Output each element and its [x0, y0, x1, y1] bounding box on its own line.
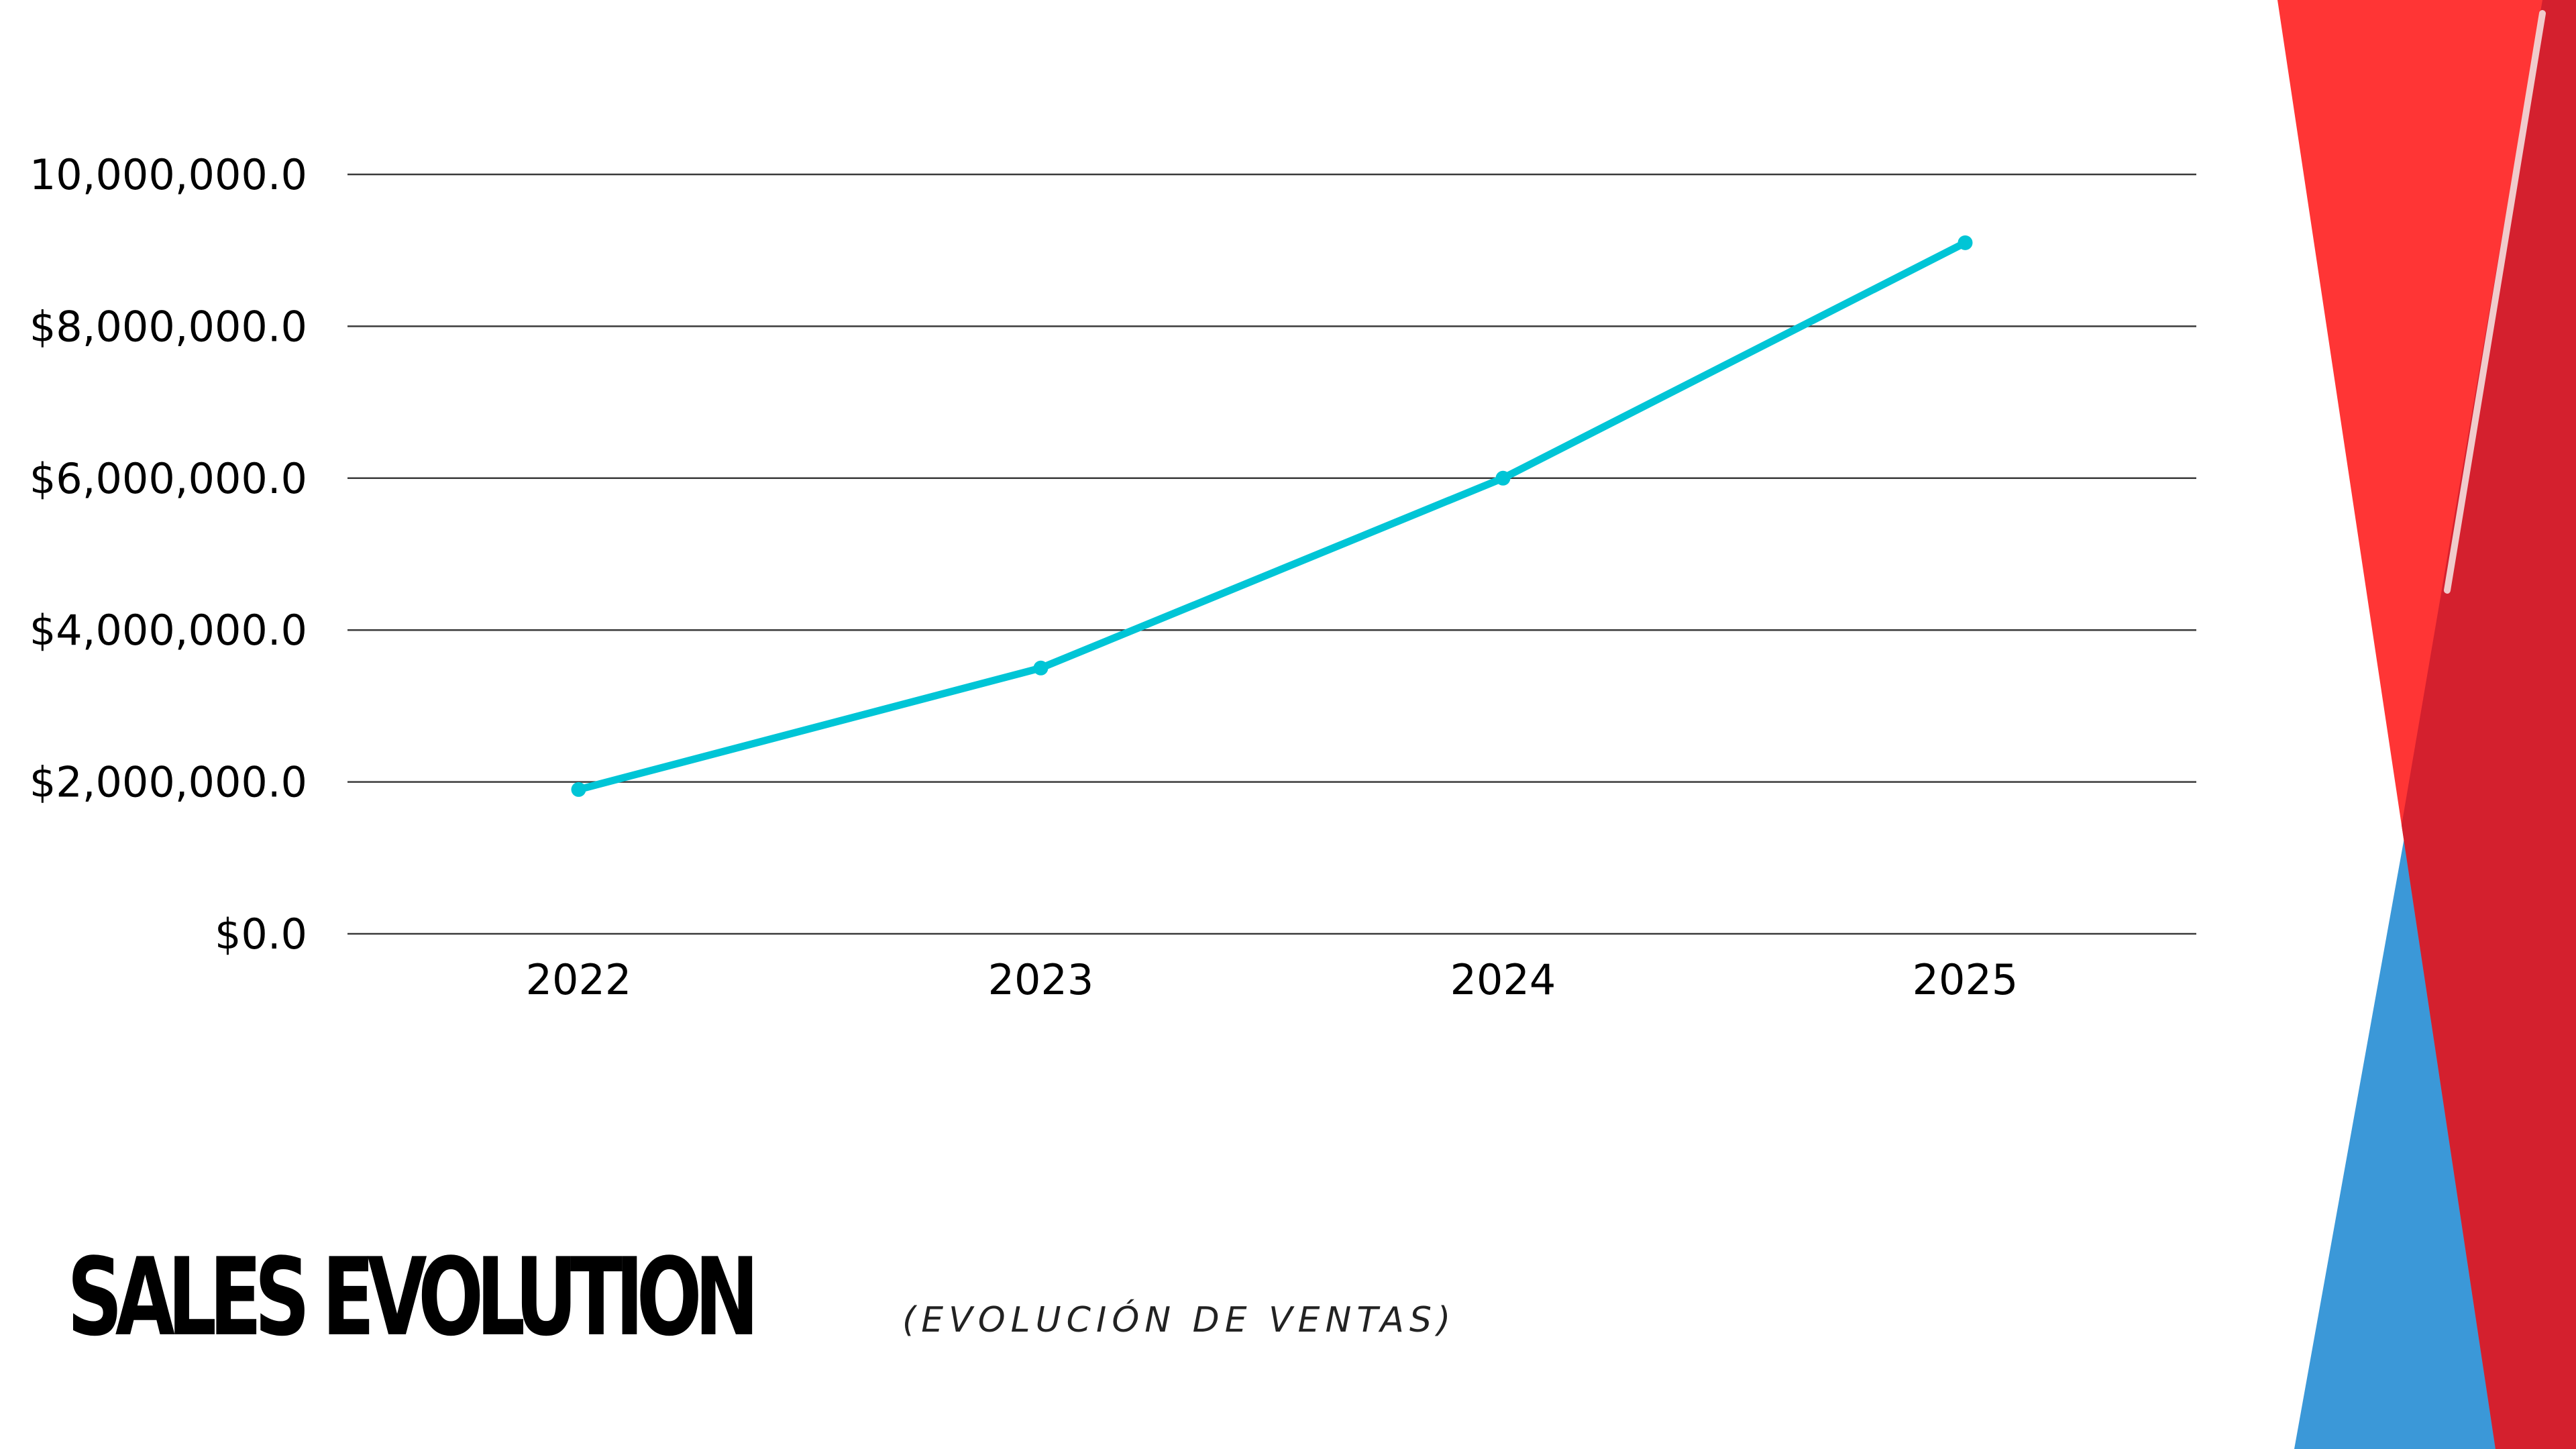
x-tick-label: 2023: [988, 955, 1094, 1004]
grid-lines: [347, 173, 2196, 935]
banner-highlight-line: [2444, 10, 2546, 594]
y-axis-tick-labels: $0.0 $2,000,000.0 $4,000,000.0 $6,000,000.0…: [30, 150, 307, 959]
chart-subtitle: (EVOLUCIÓN DE VENTAS): [902, 1300, 1456, 1340]
x-axis-tick-labels: 2022 2023 2024 2025: [526, 955, 2019, 1004]
x-tick-label: 2022: [526, 955, 632, 1004]
y-tick-label: $8,000,000.0: [30, 302, 307, 351]
chart-title: SALES EVOLUTION: [67, 1234, 759, 1360]
y-tick-label: $4,000,000.0: [30, 606, 307, 655]
y-tick-label: $6,000,000.0: [30, 454, 307, 503]
data-point: [1495, 470, 1511, 486]
data-point: [571, 782, 586, 797]
y-tick-label: $0.0: [215, 910, 307, 959]
data-point: [1033, 660, 1049, 676]
y-tick-label: $2,000,000.0: [30, 758, 307, 807]
title-block: SALES EVOLUTION (EVOLUCIÓN DE VENTAS): [67, 1234, 1450, 1360]
series-line: [575, 239, 1969, 794]
x-tick-label: 2024: [1450, 955, 1556, 1004]
x-tick-label: 2025: [1913, 955, 2019, 1004]
data-point: [1957, 235, 1973, 250]
banner-dark-red-shape: [2402, 0, 2576, 1449]
y-tick-label: 10,000,000.0: [30, 150, 307, 199]
sales-series: [571, 235, 1973, 797]
